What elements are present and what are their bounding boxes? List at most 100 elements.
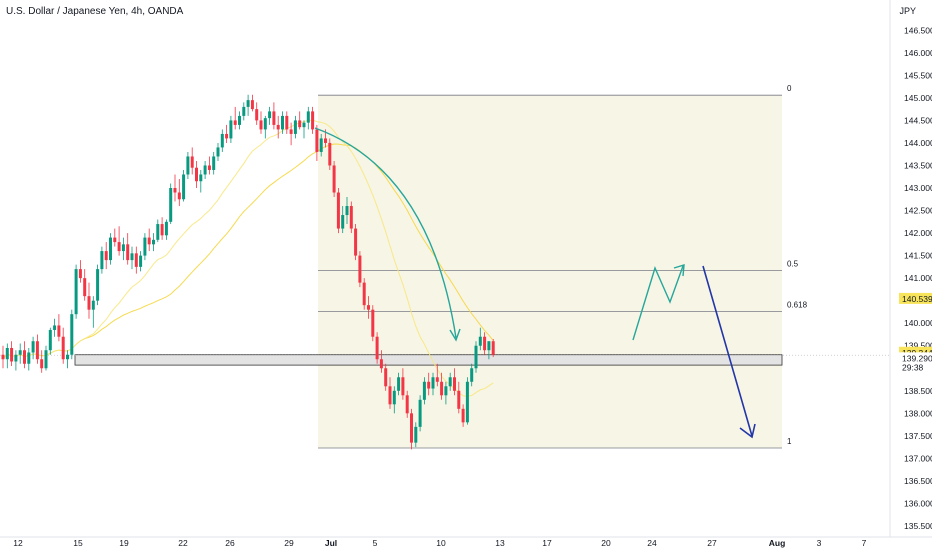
candle-body (272, 111, 276, 125)
candle-body (427, 381, 431, 389)
x-tick-label: Aug (769, 538, 786, 548)
candle-body (250, 100, 254, 110)
candle-body (160, 224, 164, 236)
candle-body (246, 100, 250, 107)
candle-body (259, 120, 263, 130)
candle-body (362, 282, 366, 306)
y-tick-label: 144.000 (904, 138, 932, 148)
x-tick-label: 22 (178, 538, 188, 548)
arrow-zigzag-up (632, 265, 684, 341)
candle-body (388, 386, 392, 405)
candle-body (147, 237, 151, 245)
candle-body (293, 120, 297, 134)
candle-body (229, 120, 233, 139)
y-tick-label: 138.000 (904, 408, 932, 418)
candle-body (405, 395, 409, 414)
candle-body (10, 347, 14, 362)
candle-body (18, 350, 22, 355)
candle-body (461, 408, 465, 423)
candle-body (418, 399, 422, 427)
arrow-down-target (702, 265, 753, 437)
candle-body (478, 336, 482, 346)
candle-body (220, 133, 224, 148)
candle-body (367, 305, 370, 310)
y-tick-label: 136.000 (904, 498, 932, 508)
candle-body (345, 206, 349, 216)
fib-level-label: 0.5 (787, 259, 799, 268)
annotation-layer (314, 127, 756, 439)
candle-body (87, 296, 91, 310)
candle-body (324, 138, 327, 143)
candle-body (358, 255, 362, 283)
candle-body (57, 325, 61, 337)
candle-body (121, 244, 125, 252)
x-tick-label: 10 (436, 538, 446, 548)
candle-body (336, 192, 340, 229)
candles-layer (1, 94, 495, 450)
y-tick-label: 139.500 (904, 341, 932, 351)
candle-body (207, 165, 211, 170)
y-tick-label: 137.500 (904, 431, 932, 441)
candle-body (203, 165, 207, 175)
fib-area (318, 95, 782, 449)
candle-body (465, 381, 469, 423)
candle-body (143, 237, 147, 256)
candle-body (109, 237, 112, 261)
candle-body (255, 109, 259, 121)
candle-body (31, 341, 35, 353)
y-tick-label: 142.000 (904, 228, 932, 238)
candle-body (410, 413, 413, 443)
candle-body (422, 381, 426, 400)
arrow-head (673, 264, 685, 277)
candle-body (285, 115, 289, 130)
chart-title: U.S. Dollar / Japanese Yen, 4h, OANDA (6, 6, 184, 17)
candle-body (354, 228, 358, 256)
candle-body (483, 336, 487, 351)
candle-body (44, 350, 48, 369)
candle-body (113, 237, 117, 243)
candle-body (233, 120, 237, 125)
candle-body (195, 167, 198, 182)
y-tick-label: 141.500 (904, 251, 932, 261)
candle-body (263, 118, 267, 130)
candle-body (440, 381, 444, 396)
candle-body (401, 377, 405, 396)
moving-average-line (2, 119, 494, 397)
candle-body (431, 377, 435, 389)
fib-level-label: 0.618 (787, 300, 808, 309)
x-tick-label: 24 (647, 538, 657, 548)
price-tag-label: 29:38 (902, 362, 924, 372)
y-tick-label: 138.500 (904, 386, 932, 396)
y-tick-label: 143.000 (904, 183, 932, 193)
candle-body (78, 269, 82, 279)
candle-body (375, 336, 379, 360)
candle-body (457, 390, 461, 409)
candle-body (281, 115, 284, 130)
arrow-curve-down (314, 127, 457, 339)
candle-body (238, 115, 241, 125)
candle-body (104, 251, 108, 261)
candle-body (276, 124, 280, 130)
x-tick-label: 20 (601, 538, 611, 548)
fib-level-label: 0 (787, 84, 792, 93)
x-tick-label: 13 (495, 538, 505, 548)
candle-body (319, 138, 323, 152)
candle-body (349, 206, 353, 229)
x-tick-label: 7 (862, 538, 867, 548)
candle-body (14, 354, 18, 362)
candle-body (470, 368, 474, 382)
candle-body (156, 224, 160, 240)
y-tick-label: 136.500 (904, 476, 932, 486)
candle-body (332, 165, 336, 193)
candle-body (139, 255, 143, 267)
candle-body (448, 377, 452, 387)
candle-body (435, 377, 439, 382)
support-zone (74, 354, 783, 366)
x-tick-label: 27 (707, 538, 717, 548)
candle-body (341, 215, 345, 229)
x-tick-label: 12 (13, 538, 23, 548)
candle-body (1, 354, 5, 360)
candle-body (5, 347, 9, 360)
